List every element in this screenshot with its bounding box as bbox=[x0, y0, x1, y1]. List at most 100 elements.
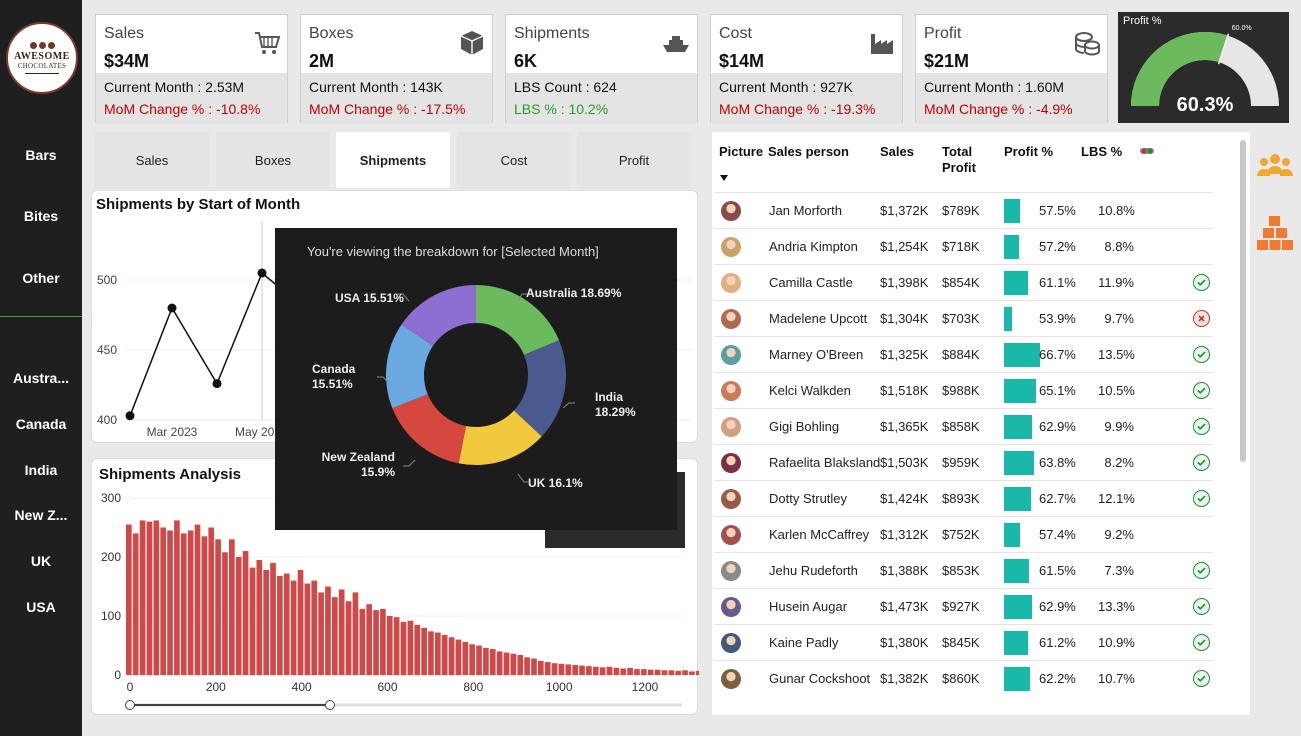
histogram-bar[interactable] bbox=[455, 639, 462, 675]
histogram-bar[interactable] bbox=[469, 644, 475, 675]
histogram-bar[interactable] bbox=[332, 597, 338, 675]
table-row[interactable]: Andria Kimpton $1,254K $718K 57.2% 8.8% bbox=[714, 228, 1213, 264]
donut-slice[interactable] bbox=[392, 394, 466, 464]
table-row[interactable]: Marney O'Breen $1,325K $884K 66.7% 13.5% bbox=[714, 336, 1213, 372]
donut-slice[interactable] bbox=[513, 340, 566, 437]
histogram-bar[interactable] bbox=[627, 667, 633, 675]
histogram-bar[interactable] bbox=[441, 634, 448, 675]
donut-slice[interactable] bbox=[386, 324, 433, 409]
histogram-bar[interactable] bbox=[373, 610, 379, 675]
col-header-picture[interactable]: Picture bbox=[719, 144, 764, 159]
line-data-point[interactable] bbox=[167, 303, 177, 313]
histogram-bar[interactable] bbox=[174, 520, 180, 675]
sort-desc-icon[interactable] bbox=[719, 174, 729, 182]
histogram-bar[interactable] bbox=[393, 617, 400, 675]
histogram-bar[interactable] bbox=[531, 658, 537, 675]
table-row[interactable]: Kaine Padly $1,380K $845K 61.2% 10.9% bbox=[714, 624, 1213, 660]
histogram-bar[interactable] bbox=[462, 641, 469, 675]
table-row[interactable]: Kelci Walkden $1,518K $988K 65.1% 10.5% bbox=[714, 372, 1213, 408]
histogram-bar[interactable] bbox=[126, 524, 132, 675]
histogram-bar[interactable] bbox=[201, 536, 208, 675]
donut-slice[interactable] bbox=[458, 410, 542, 465]
histogram-bar[interactable] bbox=[386, 616, 393, 675]
tab-sales[interactable]: Sales bbox=[95, 132, 209, 188]
line-data-point[interactable] bbox=[257, 268, 267, 278]
histogram-bar[interactable] bbox=[483, 647, 489, 675]
table-row[interactable]: Jehu Rudeforth $1,388K $853K 61.5% 7.3% bbox=[714, 552, 1213, 588]
histogram-bar[interactable] bbox=[503, 652, 510, 675]
histogram-bar[interactable] bbox=[270, 562, 276, 675]
tab-shipments[interactable]: Shipments bbox=[336, 132, 450, 188]
histogram-bar[interactable] bbox=[414, 624, 421, 675]
histogram-bar[interactable] bbox=[160, 527, 166, 676]
histogram-bar[interactable] bbox=[146, 521, 153, 675]
histogram-bar[interactable] bbox=[579, 665, 585, 675]
table-row[interactable]: Gunar Cockshoot $1,382K $860K 62.2% 10.7% bbox=[714, 660, 1213, 696]
histogram-bar[interactable] bbox=[380, 608, 386, 675]
col-header-profit-pct[interactable]: Profit % bbox=[1004, 144, 1054, 159]
table-row[interactable]: Husein Augar $1,473K $927K 62.9% 13.3% bbox=[714, 588, 1213, 624]
histogram-bar[interactable] bbox=[572, 664, 578, 675]
table-row[interactable]: Jan Morforth $1,372K $789K 57.5% 10.8% bbox=[714, 192, 1213, 228]
histogram-bar[interactable] bbox=[620, 668, 627, 675]
sidebar-item-canada[interactable]: Canada bbox=[15, 416, 67, 432]
histogram-bar[interactable] bbox=[235, 557, 242, 675]
table-scrollbar[interactable] bbox=[1240, 140, 1246, 462]
histogram-bar[interactable] bbox=[325, 586, 331, 676]
table-row[interactable]: Dotty Strutley $1,424K $893K 62.7% 12.1% bbox=[714, 480, 1213, 516]
histogram-bar[interactable] bbox=[599, 667, 606, 675]
histogram-bar[interactable] bbox=[551, 663, 558, 675]
range-slider-end-handle[interactable] bbox=[325, 700, 335, 710]
histogram-bar[interactable] bbox=[263, 569, 269, 675]
histogram-bar[interactable] bbox=[297, 569, 304, 675]
histogram-bar[interactable] bbox=[654, 669, 661, 675]
histogram-bar[interactable] bbox=[345, 601, 352, 675]
stacked-boxes-icon[interactable] bbox=[1257, 214, 1293, 252]
table-row[interactable]: Gigi Bohling $1,365K $858K 62.9% 9.9% bbox=[714, 408, 1213, 444]
line-data-point[interactable] bbox=[125, 411, 135, 421]
histogram-bar[interactable] bbox=[695, 670, 699, 675]
histogram-bar[interactable] bbox=[421, 627, 427, 675]
histogram-bar[interactable] bbox=[489, 649, 496, 675]
sidebar-item-india[interactable]: India bbox=[24, 462, 58, 478]
histogram-bar[interactable] bbox=[586, 666, 592, 675]
histogram-bar[interactable] bbox=[366, 604, 372, 675]
histogram-bar[interactable] bbox=[180, 533, 187, 675]
histogram-bar[interactable] bbox=[689, 671, 695, 675]
tab-boxes[interactable]: Boxes bbox=[216, 132, 330, 188]
histogram-bar[interactable] bbox=[256, 559, 263, 675]
histogram-bar[interactable] bbox=[153, 520, 160, 675]
histogram-bar[interactable] bbox=[496, 651, 503, 675]
histogram-bar[interactable] bbox=[249, 567, 256, 675]
histogram-bar[interactable] bbox=[229, 539, 235, 675]
histogram-bar[interactable] bbox=[132, 533, 139, 675]
col-header-sales-person[interactable]: Sales person bbox=[768, 144, 849, 159]
sidebar-item-bars[interactable]: Bars bbox=[25, 147, 57, 163]
histogram-bar[interactable] bbox=[544, 662, 551, 675]
histogram-bar[interactable] bbox=[682, 670, 688, 675]
histogram-bar[interactable] bbox=[215, 539, 221, 675]
sidebar-item-uk[interactable]: UK bbox=[30, 553, 52, 569]
histogram-bar[interactable] bbox=[448, 637, 455, 675]
histogram-bar[interactable] bbox=[290, 580, 297, 675]
histogram-bar[interactable] bbox=[187, 530, 194, 675]
histogram-bar[interactable] bbox=[517, 654, 524, 675]
histogram-bar[interactable] bbox=[538, 660, 544, 675]
range-slider-start-handle[interactable] bbox=[125, 700, 135, 710]
people-group-icon[interactable] bbox=[1256, 152, 1294, 180]
tab-profit[interactable]: Profit bbox=[577, 132, 691, 188]
sidebar-item-new-zealand[interactable]: New Z... bbox=[14, 507, 68, 523]
sidebar-item-australia[interactable]: Austra... bbox=[12, 370, 69, 386]
histogram-bar[interactable] bbox=[428, 631, 434, 675]
histogram-bar[interactable] bbox=[510, 653, 517, 675]
histogram-bar[interactable] bbox=[407, 620, 414, 675]
histogram-bar[interactable] bbox=[352, 592, 359, 675]
donut-slice[interactable] bbox=[401, 285, 476, 346]
histogram-bar[interactable] bbox=[277, 575, 283, 675]
donut-slice[interactable] bbox=[476, 285, 560, 355]
histogram-bar[interactable] bbox=[304, 583, 311, 675]
col-header-sales[interactable]: Sales bbox=[880, 144, 914, 159]
histogram-bar[interactable] bbox=[647, 669, 654, 675]
histogram-bar[interactable] bbox=[675, 670, 681, 675]
histogram-bar[interactable] bbox=[318, 592, 324, 675]
